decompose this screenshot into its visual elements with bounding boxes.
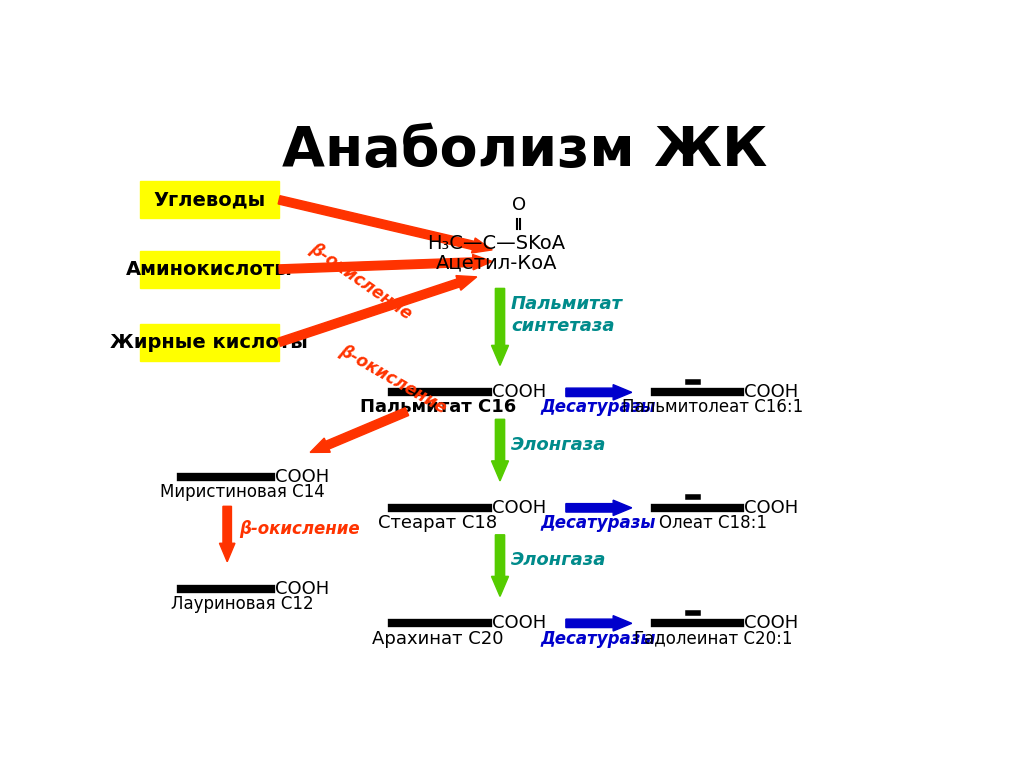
Text: Олеат С18:1: Олеат С18:1 xyxy=(659,514,767,532)
Polygon shape xyxy=(566,500,632,515)
Text: COOH: COOH xyxy=(744,614,799,632)
Text: Лауриновая С12: Лауриновая С12 xyxy=(171,595,314,613)
Text: Аминокислоты: Аминокислоты xyxy=(126,260,293,278)
Text: Десатуразы: Десатуразы xyxy=(541,630,656,647)
Text: Миристиновая С14: Миристиновая С14 xyxy=(161,483,325,501)
FancyBboxPatch shape xyxy=(140,251,280,288)
Text: COOH: COOH xyxy=(493,384,547,401)
Text: Арахинат С20: Арахинат С20 xyxy=(373,630,504,647)
Text: β-окисление: β-окисление xyxy=(306,239,416,323)
Text: COOH: COOH xyxy=(275,468,330,486)
Text: Жирные кислоты: Жирные кислоты xyxy=(111,333,308,352)
Text: β-окисление: β-окисление xyxy=(336,341,450,417)
Text: Десатуразы: Десатуразы xyxy=(541,514,656,532)
Polygon shape xyxy=(566,384,632,400)
FancyBboxPatch shape xyxy=(140,324,280,360)
Text: Элонгаза: Элонгаза xyxy=(511,551,606,569)
Text: COOH: COOH xyxy=(744,384,799,401)
Text: β-окисление: β-окисление xyxy=(239,520,359,538)
Polygon shape xyxy=(492,288,509,365)
Text: Десатуразы: Десатуразы xyxy=(541,399,656,416)
Text: Анаболизм ЖК: Анаболизм ЖК xyxy=(283,124,767,179)
Text: Пальмитолеат С16:1: Пальмитолеат С16:1 xyxy=(623,399,804,416)
Polygon shape xyxy=(278,275,477,347)
Text: Пальмитат С16: Пальмитат С16 xyxy=(359,399,516,416)
Polygon shape xyxy=(566,616,632,631)
Text: COOH: COOH xyxy=(275,580,330,597)
Text: O: O xyxy=(512,196,526,214)
Polygon shape xyxy=(492,535,509,597)
Text: COOH: COOH xyxy=(744,499,799,517)
Polygon shape xyxy=(492,420,509,481)
Text: Ацетил-КоА: Ацетил-КоА xyxy=(435,254,557,273)
Text: Стеарат С18: Стеарат С18 xyxy=(379,514,498,532)
Polygon shape xyxy=(219,506,234,561)
Text: Гадолеинат С20:1: Гадолеинат С20:1 xyxy=(634,630,793,647)
Text: H₃C—C—SKoA: H₃C—C—SKoA xyxy=(427,235,565,253)
Text: Элонгаза: Элонгаза xyxy=(511,436,606,454)
Polygon shape xyxy=(279,255,493,273)
Text: Пальмитат
синтетаза: Пальмитат синтетаза xyxy=(511,295,623,335)
Text: COOH: COOH xyxy=(493,499,547,517)
FancyBboxPatch shape xyxy=(140,181,280,219)
Text: Углеводы: Углеводы xyxy=(154,190,265,209)
Polygon shape xyxy=(279,196,493,253)
Text: COOH: COOH xyxy=(493,614,547,632)
Polygon shape xyxy=(310,408,409,453)
